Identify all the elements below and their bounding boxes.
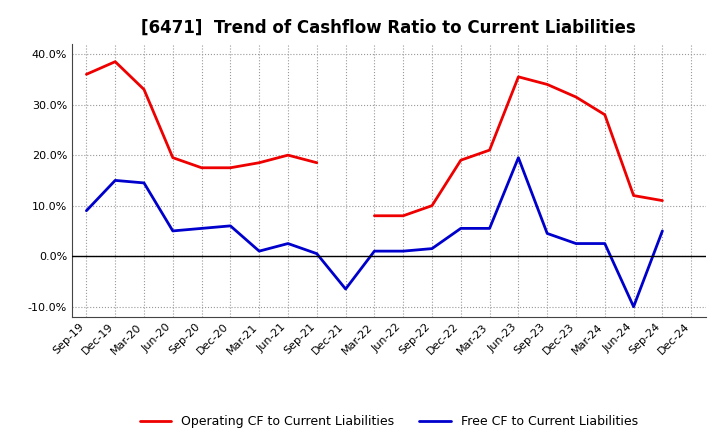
Legend: Operating CF to Current Liabilities, Free CF to Current Liabilities: Operating CF to Current Liabilities, Fre… [135,411,643,433]
Free CF to Current Liabilities [456,226,465,231]
Operating CF to Current Liabilities [284,153,292,158]
Operating CF to Current Liabilities [168,155,177,160]
Free CF to Current Liabilities [82,208,91,213]
Free CF to Current Liabilities [226,223,235,228]
Operating CF to Current Liabilities [140,87,148,92]
Operating CF to Current Liabilities [197,165,206,170]
Free CF to Current Liabilities [572,241,580,246]
Free CF to Current Liabilities [485,226,494,231]
Free CF to Current Liabilities [312,251,321,256]
Free CF to Current Liabilities [140,180,148,186]
Free CF to Current Liabilities [284,241,292,246]
Title: [6471]  Trend of Cashflow Ratio to Current Liabilities: [6471] Trend of Cashflow Ratio to Curren… [141,19,636,37]
Free CF to Current Liabilities [543,231,552,236]
Free CF to Current Liabilities [111,178,120,183]
Line: Free CF to Current Liabilities: Free CF to Current Liabilities [86,158,662,307]
Operating CF to Current Liabilities [312,160,321,165]
Free CF to Current Liabilities [168,228,177,234]
Free CF to Current Liabilities [658,228,667,234]
Line: Operating CF to Current Liabilities: Operating CF to Current Liabilities [86,62,317,168]
Free CF to Current Liabilities [255,249,264,254]
Operating CF to Current Liabilities [255,160,264,165]
Free CF to Current Liabilities [399,249,408,254]
Free CF to Current Liabilities [197,226,206,231]
Free CF to Current Liabilities [514,155,523,160]
Operating CF to Current Liabilities [82,72,91,77]
Free CF to Current Liabilities [428,246,436,251]
Operating CF to Current Liabilities [226,165,235,170]
Free CF to Current Liabilities [370,249,379,254]
Free CF to Current Liabilities [341,286,350,292]
Free CF to Current Liabilities [629,304,638,309]
Operating CF to Current Liabilities [111,59,120,64]
Free CF to Current Liabilities [600,241,609,246]
